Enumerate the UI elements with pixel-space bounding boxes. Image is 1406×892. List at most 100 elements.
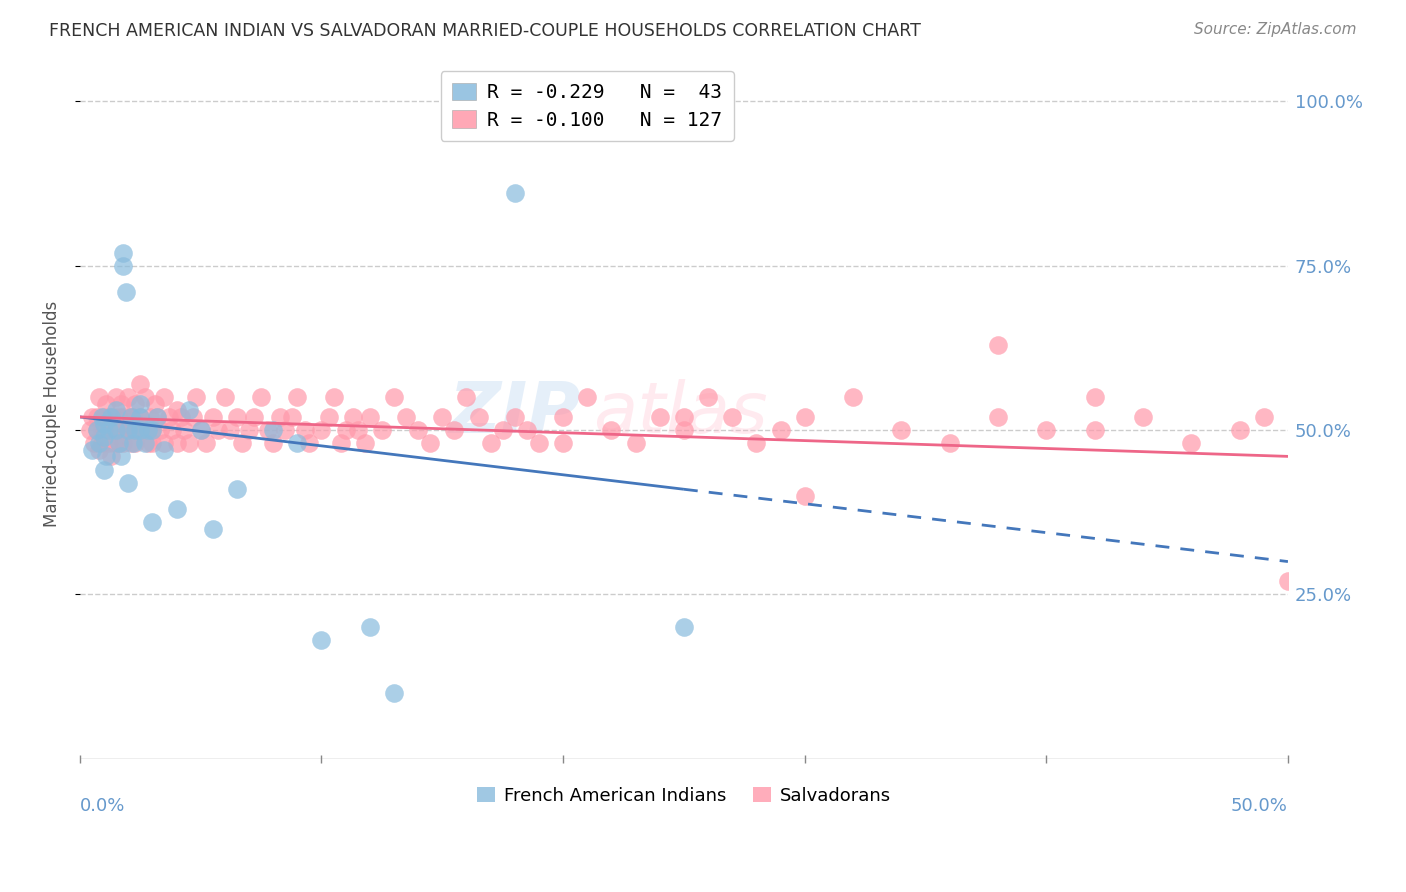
Point [97, 409, 120, 424]
Point [117, 475, 139, 490]
Point [382, 686, 405, 700]
Point [114, 285, 136, 299]
Point [721, 409, 744, 424]
Point [90, 409, 112, 424]
Point [97, 436, 120, 450]
Point [672, 620, 695, 634]
Text: Source: ZipAtlas.com: Source: ZipAtlas.com [1194, 22, 1357, 37]
Point [93, 423, 115, 437]
Point [1180, 436, 1202, 450]
Point [987, 409, 1010, 424]
Point [551, 436, 574, 450]
Point [298, 436, 321, 450]
Point [89, 390, 111, 404]
Point [274, 423, 297, 437]
Point [467, 409, 489, 424]
Point [262, 436, 284, 450]
Point [318, 409, 340, 424]
Point [285, 390, 308, 404]
Point [105, 403, 128, 417]
Point [346, 423, 368, 437]
Point [89, 436, 111, 450]
Point [648, 409, 671, 424]
Point [107, 409, 129, 424]
Point [166, 436, 188, 450]
Point [93, 462, 115, 476]
Point [527, 436, 550, 450]
Point [110, 423, 132, 437]
Point [294, 423, 316, 437]
Point [127, 423, 149, 437]
Point [136, 423, 159, 437]
Point [105, 423, 128, 437]
Point [93, 417, 115, 431]
Point [80, 409, 103, 424]
Point [285, 436, 308, 450]
Point [987, 337, 1010, 351]
Point [218, 423, 240, 437]
Point [281, 409, 304, 424]
Point [79, 423, 101, 437]
Point [201, 409, 224, 424]
Point [160, 423, 183, 437]
Point [503, 186, 526, 201]
Point [166, 502, 188, 516]
Point [190, 423, 212, 437]
Point [93, 430, 115, 444]
Text: atlas: atlas [593, 379, 768, 448]
Point [114, 423, 136, 437]
Point [769, 423, 792, 437]
Text: 0.0%: 0.0% [80, 797, 125, 814]
Point [201, 522, 224, 536]
Point [166, 403, 188, 417]
Point [1084, 423, 1107, 437]
Point [311, 423, 333, 437]
Point [406, 423, 429, 437]
Point [262, 423, 284, 437]
Point [432, 409, 454, 424]
Point [110, 450, 132, 464]
Point [329, 436, 352, 450]
Point [120, 409, 142, 424]
Point [492, 423, 515, 437]
Point [86, 423, 108, 437]
Point [122, 423, 145, 437]
Point [243, 409, 266, 424]
Point [190, 423, 212, 437]
Point [107, 436, 129, 450]
Point [170, 409, 193, 424]
Point [153, 442, 176, 457]
Text: 50.0%: 50.0% [1232, 797, 1288, 814]
Point [226, 409, 249, 424]
Point [793, 409, 815, 424]
Point [129, 397, 152, 411]
Point [745, 436, 768, 450]
Point [226, 482, 249, 496]
Point [112, 259, 135, 273]
Point [443, 423, 465, 437]
Point [238, 423, 260, 437]
Point [479, 436, 502, 450]
Point [103, 436, 125, 450]
Point [103, 409, 125, 424]
Point [97, 423, 120, 437]
Point [139, 409, 162, 424]
Point [129, 377, 152, 392]
Point [456, 390, 478, 404]
Point [311, 633, 333, 648]
Point [153, 390, 176, 404]
Point [382, 390, 405, 404]
Point [107, 436, 129, 450]
Point [141, 515, 163, 529]
Point [177, 403, 200, 417]
Point [576, 390, 599, 404]
Point [149, 423, 172, 437]
Point [672, 409, 695, 424]
Point [93, 409, 115, 424]
Point [697, 390, 720, 404]
Point [122, 436, 145, 450]
Point [86, 423, 108, 437]
Point [86, 409, 108, 424]
Point [269, 409, 291, 424]
Point [105, 423, 128, 437]
